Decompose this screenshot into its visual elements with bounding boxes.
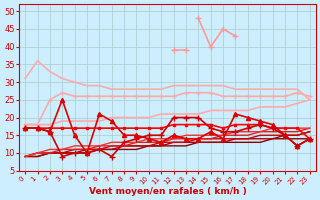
X-axis label: Vent moyen/en rafales ( km/h ): Vent moyen/en rafales ( km/h ) xyxy=(89,187,246,196)
